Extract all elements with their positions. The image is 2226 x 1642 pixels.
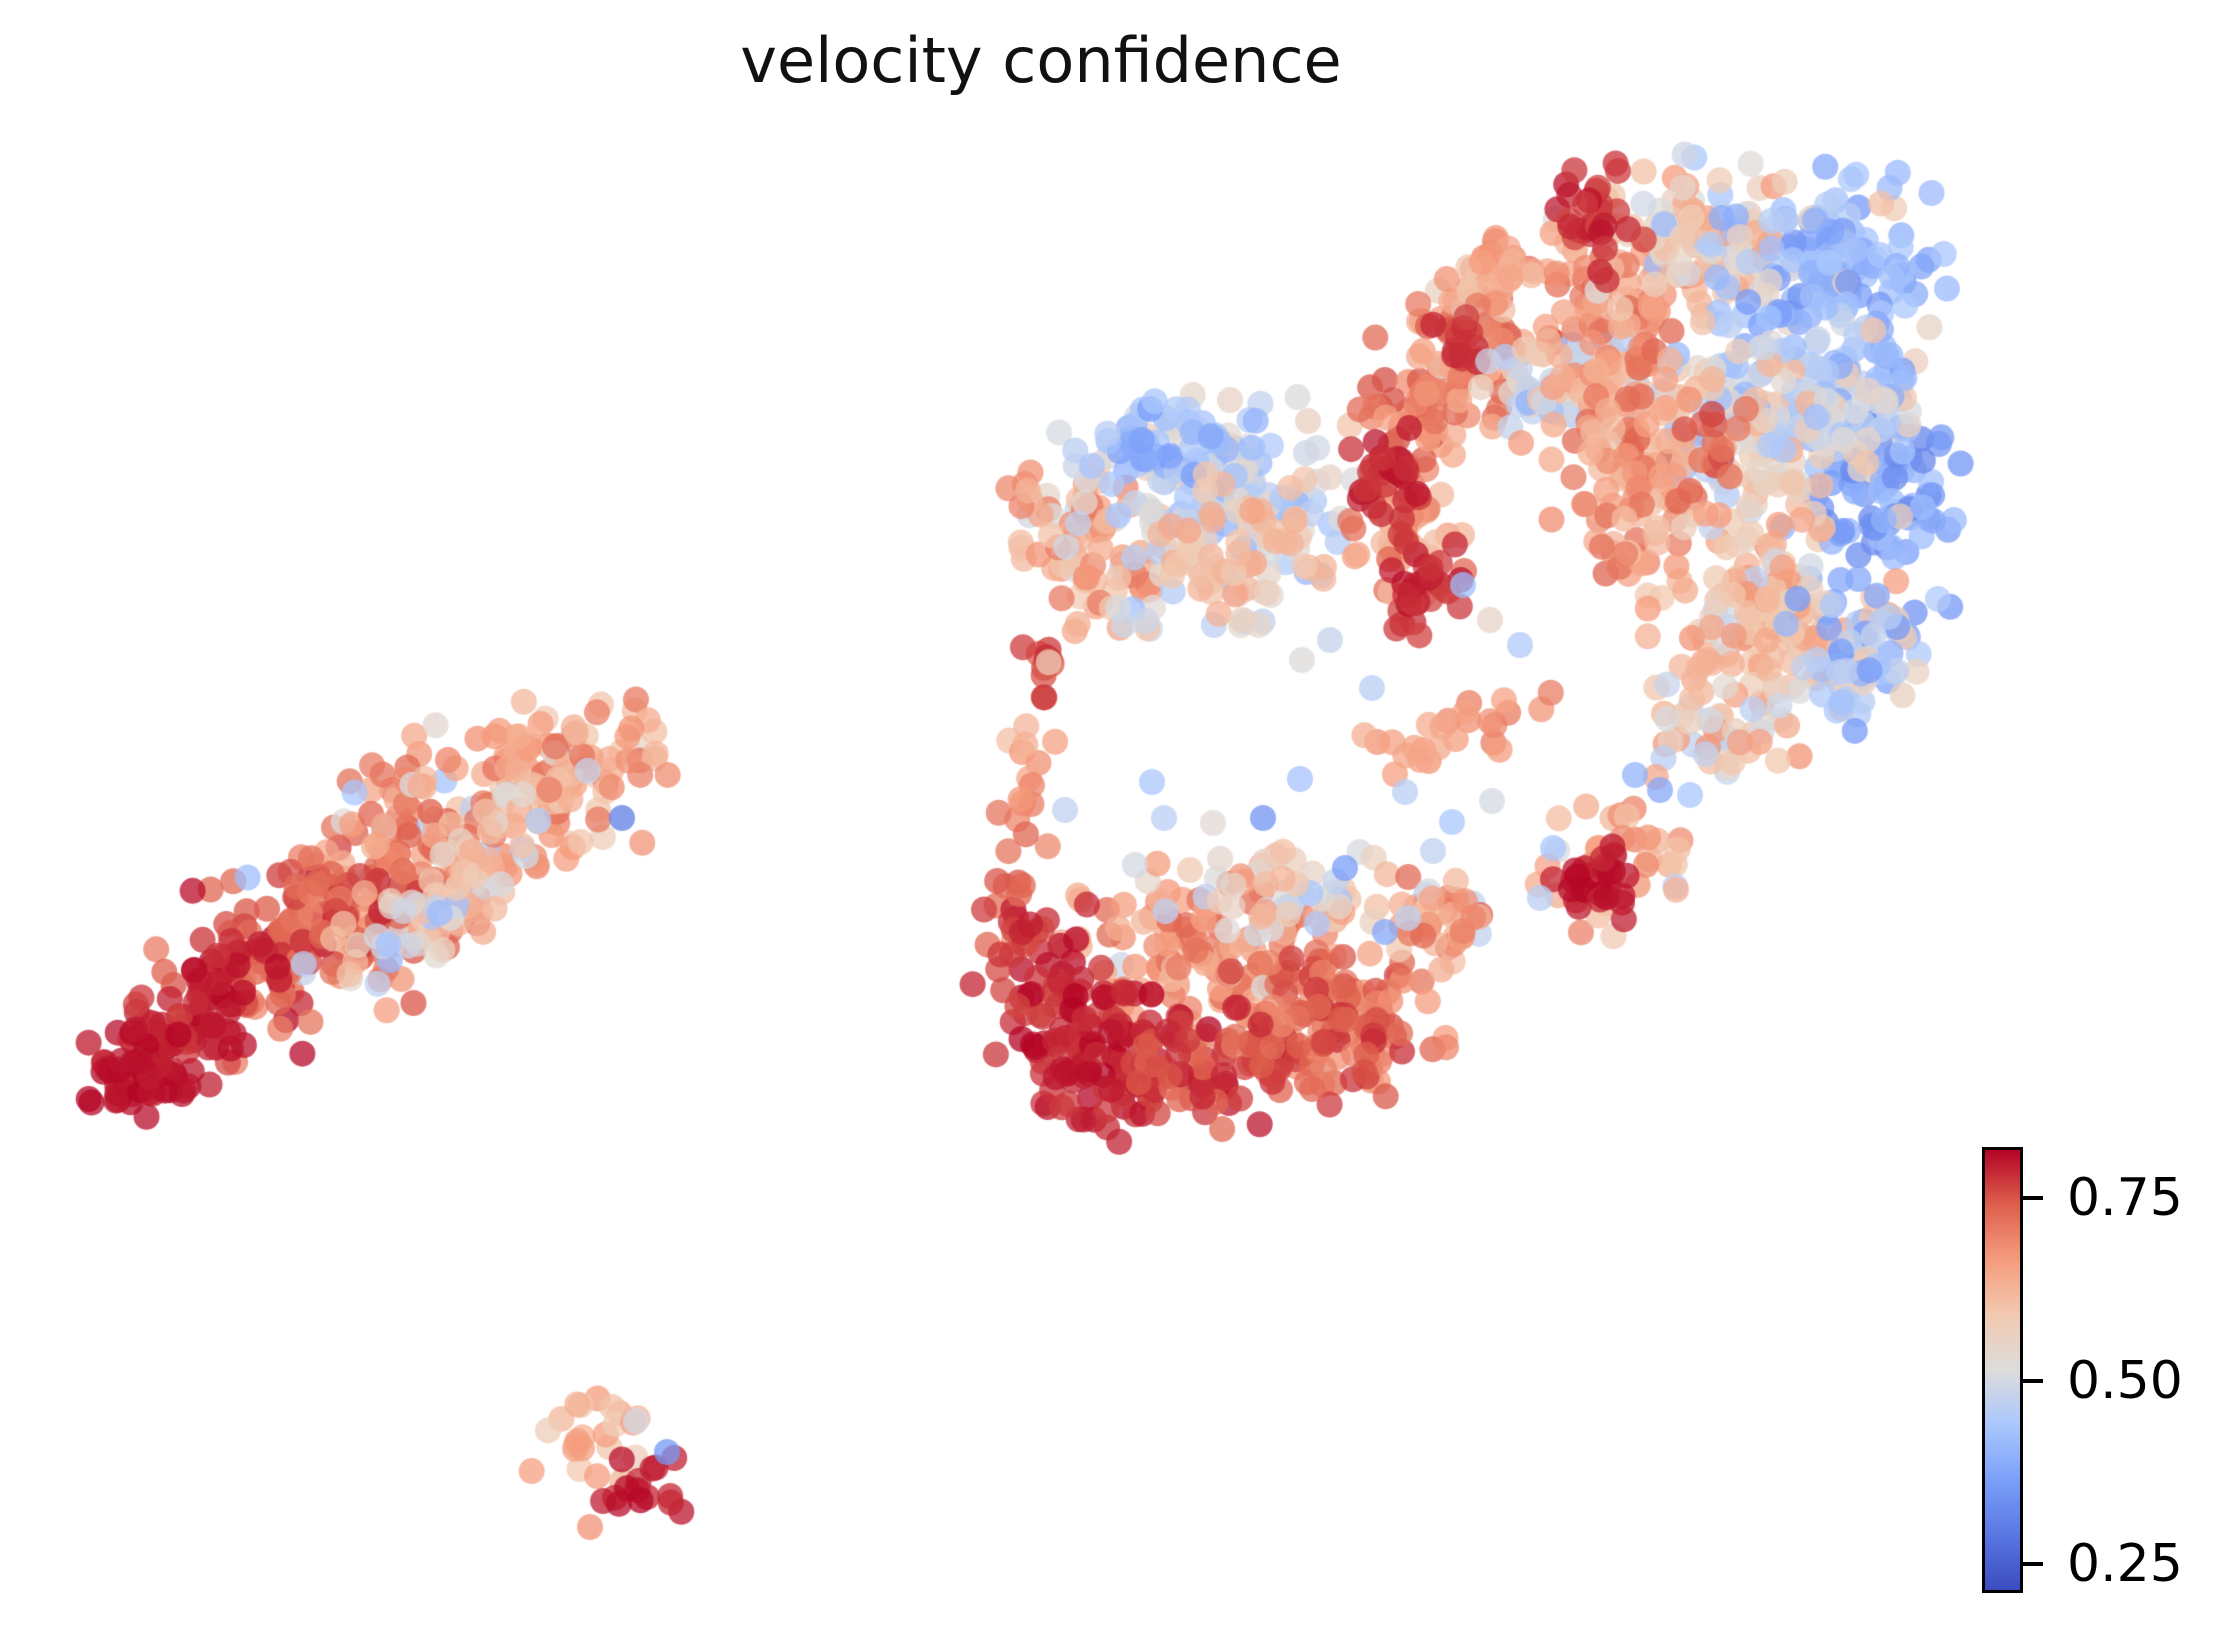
colorbar: 0.75 0.50 0.25 (1982, 1147, 2226, 1593)
colorbar-tick (2023, 1379, 2043, 1383)
colorbar-tick-label: 0.50 (2067, 1350, 2183, 1411)
chart-title: velocity confidence (740, 24, 1342, 97)
colorbar-gradient (1982, 1147, 2023, 1593)
colorbar-tick (2023, 1562, 2043, 1566)
colorbar-tick (2023, 1196, 2043, 1200)
colorbar-tick-label: 0.25 (2067, 1533, 2183, 1594)
colorbar-tick-label: 0.75 (2067, 1168, 2183, 1229)
